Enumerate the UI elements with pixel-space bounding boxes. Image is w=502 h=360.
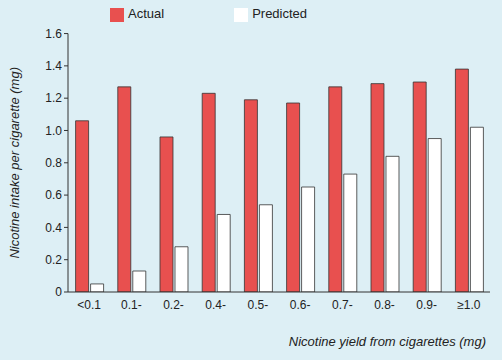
svg-text:≥1.0: ≥1.0 [457, 298, 481, 312]
svg-text:0.1-: 0.1- [121, 298, 142, 312]
svg-text:0.5-: 0.5- [248, 298, 269, 312]
svg-text:0.2-: 0.2- [163, 298, 184, 312]
svg-text:0.8-: 0.8- [374, 298, 395, 312]
svg-text:0.8: 0.8 [45, 156, 62, 170]
svg-text:0.9-: 0.9- [416, 298, 437, 312]
svg-text:1.4: 1.4 [45, 59, 62, 73]
html-text:Predicted: Predicted [252, 6, 308, 21]
svg-text:1.0: 1.0 [45, 124, 62, 138]
svg-text:1.6: 1.6 [45, 27, 62, 41]
svg-text:0.2: 0.2 [45, 253, 62, 267]
svg-text:Nicotine yield from cigarettes: Nicotine yield from cigarettes (mg) [289, 334, 486, 349]
svg-text:Nicotine intake per cigarette: Nicotine intake per cigarette (mg) [8, 67, 22, 258]
html-text:Actual: Actual [128, 6, 165, 21]
svg-text:0: 0 [55, 285, 62, 299]
svg-text:<0.1: <0.1 [77, 298, 101, 312]
svg-text:0.7-: 0.7- [332, 298, 353, 312]
svg-text:0.6-: 0.6- [290, 298, 311, 312]
svg-text:0.6: 0.6 [45, 188, 62, 202]
svg-text:0.4-: 0.4- [205, 298, 226, 312]
svg-text:0.4: 0.4 [45, 221, 62, 235]
svg-text:1.2: 1.2 [45, 91, 62, 105]
